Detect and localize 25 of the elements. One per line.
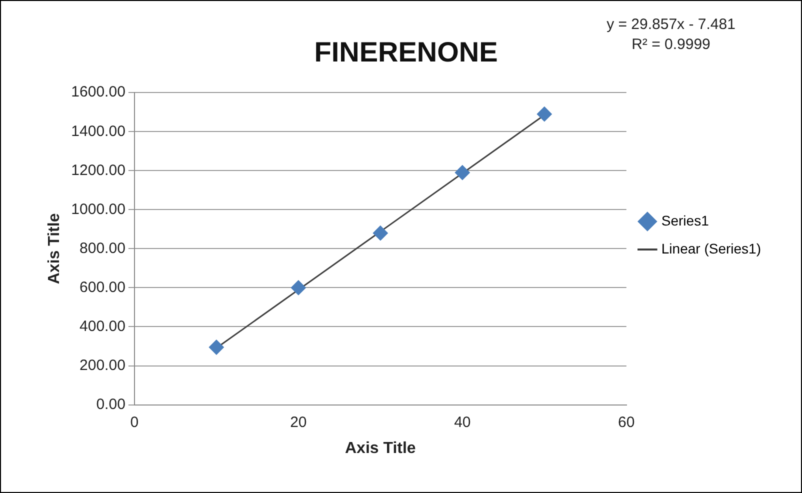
y-tick-label: 800.00: [80, 240, 126, 257]
point: [454, 165, 470, 180]
x-tick-label: 40: [454, 414, 471, 431]
y-tick-label: 1000.00: [71, 200, 126, 218]
point: [290, 280, 306, 296]
y-tick-label: 1400.00: [71, 122, 126, 140]
y-axis-title: Axis Title: [46, 213, 64, 284]
y-tick-label: 600.00: [80, 278, 126, 296]
y-tick-label: 200.00: [80, 356, 126, 374]
y-tick-label: 1600.00: [71, 84, 126, 101]
point: [536, 106, 552, 122]
y-tick-label: 0.00: [96, 396, 126, 413]
x-tick-label: 20: [290, 414, 307, 431]
point: [372, 226, 388, 241]
x-axis-title: Axis Title: [344, 440, 416, 457]
legend-label: Linear (Series1): [661, 240, 762, 256]
y-tick-label: 1200.00: [71, 162, 126, 179]
text: R² = 0.9999: [630, 35, 712, 55]
legend-label: Series1: [661, 212, 710, 228]
chart-title: FINERENONE: [314, 36, 498, 68]
x-tick-label: 0: [130, 414, 139, 431]
x-tick-label: 60: [618, 414, 635, 431]
point: [208, 340, 224, 355]
y-tick-label: 400.00: [80, 318, 126, 335]
text: y = 29.857x - 7.481: [606, 15, 736, 35]
